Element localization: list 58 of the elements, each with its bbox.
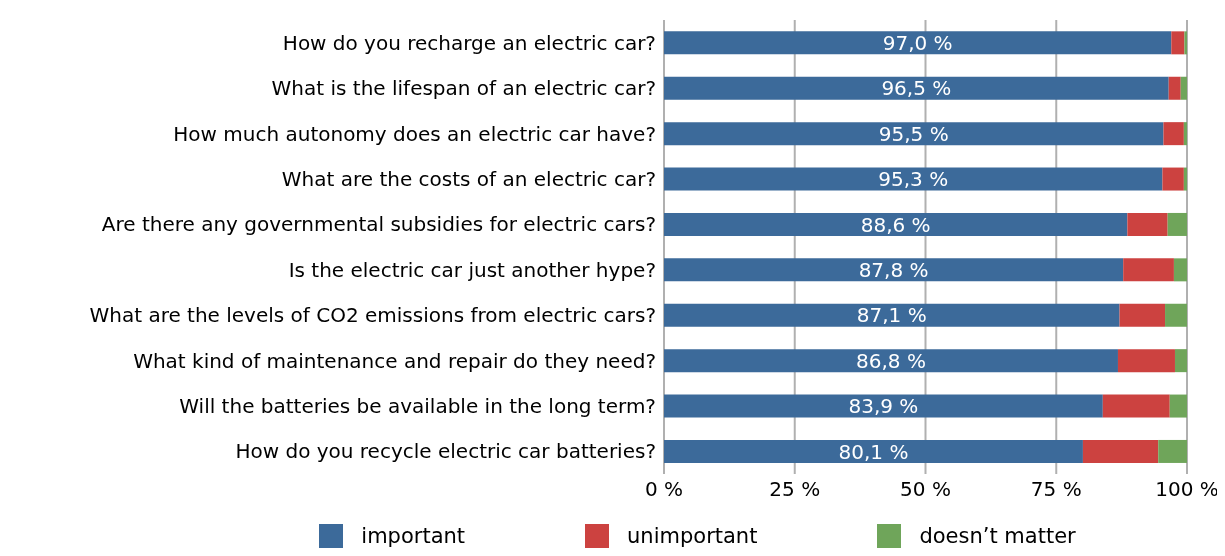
data-label: 83,9 %	[848, 394, 919, 419]
data-label: 87,1 %	[856, 303, 927, 328]
y-tick-label: What kind of maintenance and repair do they need?	[133, 348, 656, 373]
bar	[1119, 303, 1166, 327]
data-label: 96,5 %	[881, 76, 952, 101]
y-tick-label: How much autonomy does an electric car have?	[173, 121, 656, 146]
data-label: 80,1 %	[838, 439, 909, 464]
bar	[1163, 122, 1184, 146]
bar	[1168, 76, 1181, 100]
legend-label: unimportant	[627, 524, 758, 548]
x-tick-label: 75 %	[1030, 477, 1082, 502]
bar	[1167, 212, 1187, 236]
y-tick-label: What are the levels of CO2 emissions from electric cars?	[89, 303, 656, 328]
y-tick-label: Are there any governmental subsidies for electric cars?	[101, 212, 656, 237]
y-tick-label: Will the batteries be available in the long term?	[179, 394, 656, 418]
bar	[664, 349, 1118, 373]
bar	[1165, 303, 1187, 327]
bar	[1173, 258, 1187, 282]
bar	[664, 76, 1169, 100]
y-tick-label: What are the costs of an electric car?	[281, 167, 656, 191]
bar	[1169, 394, 1187, 418]
bar	[664, 31, 1172, 55]
bar	[1162, 167, 1184, 191]
bar	[1123, 258, 1174, 282]
x-tick-label: 25 %	[769, 477, 821, 502]
data-label: 88,6 %	[860, 212, 931, 237]
bar	[664, 258, 1124, 282]
y-tick-label: How do you recharge an electric car?	[282, 30, 656, 55]
bar	[664, 394, 1103, 418]
y-tick-label: What is the lifespan of an electric car?	[271, 76, 656, 101]
bar	[1171, 31, 1185, 55]
data-label: 97,0 %	[882, 30, 953, 55]
bar	[1082, 439, 1159, 463]
data-label: 95,3 %	[878, 167, 949, 192]
bar	[664, 303, 1120, 327]
bar	[1183, 122, 1187, 146]
bar	[1184, 31, 1187, 55]
bar	[1158, 439, 1187, 463]
bar	[1117, 349, 1175, 373]
y-tick-label: Is the electric car just another hype?	[288, 257, 656, 282]
bar	[1174, 349, 1187, 373]
bar	[664, 439, 1083, 463]
bar	[664, 122, 1164, 146]
bar	[664, 212, 1128, 236]
x-tick-label: 50 %	[900, 477, 951, 502]
legend-label: doesn’t matter	[919, 524, 1076, 548]
bar	[1183, 167, 1187, 191]
legend-label: important	[361, 524, 466, 548]
bar	[1127, 212, 1168, 236]
x-tick-label: 0 %	[644, 477, 684, 502]
x-tick-label: 100 %	[1155, 477, 1219, 502]
bar	[1180, 76, 1187, 100]
data-label: 86,8 %	[856, 348, 926, 373]
y-tick-label: How do you recycle electric car batteries?	[235, 439, 656, 464]
data-label: 95,5 %	[878, 121, 949, 146]
bar	[664, 167, 1163, 191]
bar	[1102, 394, 1170, 418]
data-label: 87,8 %	[858, 257, 929, 282]
